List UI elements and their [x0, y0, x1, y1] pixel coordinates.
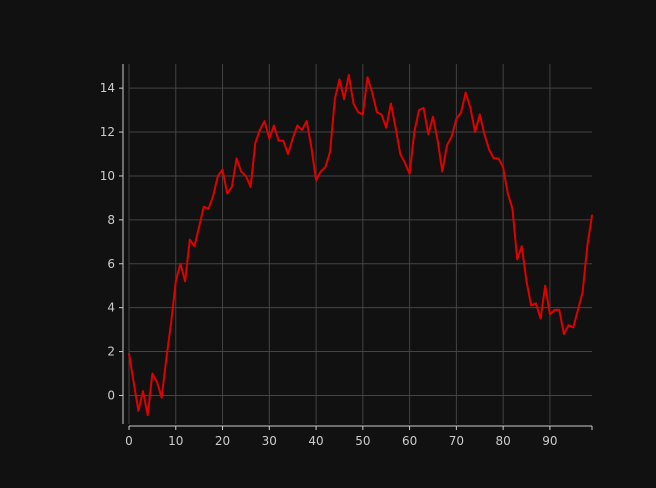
x-tick-label-80: 80	[496, 434, 511, 448]
y-tick-label-6: 6	[107, 257, 115, 271]
x-tick-label-60: 60	[402, 434, 417, 448]
x-tick-label-20: 20	[215, 434, 230, 448]
series-group	[128, 74, 593, 417]
y-tick-label-0: 0	[107, 388, 115, 402]
tick-marks	[119, 87, 593, 430]
x-tick-label-90: 90	[542, 434, 557, 448]
y-tick-label-10: 10	[100, 169, 115, 183]
x-tick-label-30: 30	[262, 434, 277, 448]
y-tick-label-12: 12	[100, 125, 115, 139]
x-tick-label-0: 0	[125, 434, 133, 448]
y-tick-label-14: 14	[100, 81, 115, 95]
y-tick-label-2: 2	[107, 345, 115, 359]
x-tick-label-40: 40	[308, 434, 323, 448]
tick-labels: 0 10 20 30 40 50 60 70 80 90 0 2 4 6 8 10 12 14	[100, 81, 558, 448]
x-tick-label-10: 10	[168, 434, 183, 448]
x-tick-label-70: 70	[449, 434, 464, 448]
series-line-0	[128, 74, 593, 417]
y-tick-label-8: 8	[107, 213, 115, 227]
y-tick-label-4: 4	[107, 301, 115, 315]
x-tick-label-50: 50	[355, 434, 370, 448]
axes	[122, 64, 592, 427]
grid-lines	[128, 64, 592, 424]
